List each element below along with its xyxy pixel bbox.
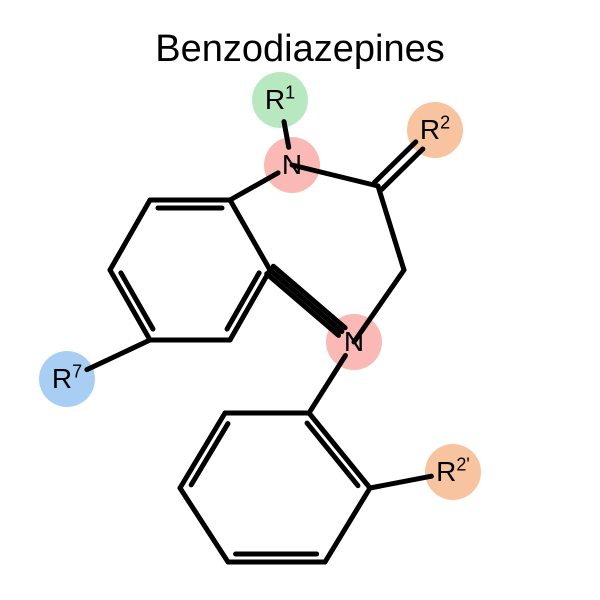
- atom-label: R7: [52, 363, 82, 395]
- atom-label: R2: [420, 114, 450, 146]
- atom-label: N: [282, 149, 302, 181]
- atom-label: R1: [265, 84, 295, 116]
- diagram-container: Benzodiazepines NNR1R2R2'R7: [0, 0, 600, 600]
- bonds-svg: [0, 0, 600, 600]
- atom-label: N: [344, 326, 364, 358]
- atom-label: R2': [436, 456, 470, 488]
